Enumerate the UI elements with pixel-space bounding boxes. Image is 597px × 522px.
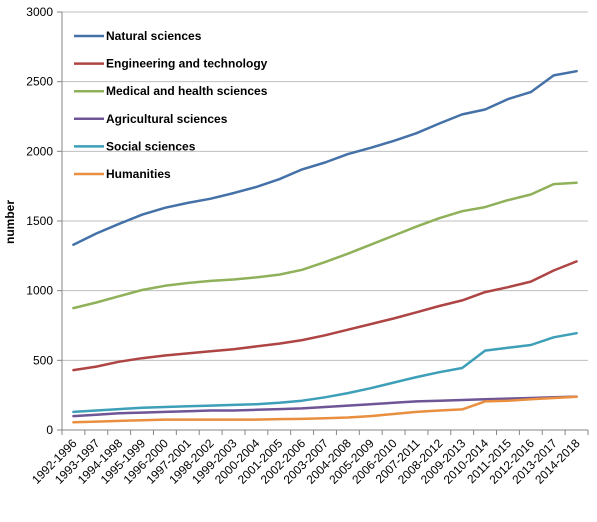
y-tick-label: 2000 [26, 144, 53, 158]
legend-label: Humanities [106, 167, 171, 181]
y-tick-label: 500 [33, 353, 53, 367]
series-line [72, 69, 578, 246]
y-tick-label: 0 [46, 423, 53, 437]
legend-label: Agricultural sciences [106, 112, 228, 126]
y-tick-label: 1000 [26, 284, 53, 298]
y-tick-label: 2500 [26, 75, 53, 89]
y-axis-ticks: 0 500 1000 1500 2000 2500 3000 [26, 5, 62, 437]
legend-label: Engineering and technology [106, 57, 268, 71]
series-line [72, 260, 578, 372]
legend-label: Social sciences [106, 139, 196, 153]
x-axis-ticks: 1992-19961993-19971994-19981995-19991996… [29, 430, 589, 487]
series-line [72, 395, 578, 418]
series-lines [72, 69, 578, 424]
y-tick-label: 3000 [26, 5, 53, 19]
series-line [72, 395, 578, 424]
legend: Natural sciences Engineering and technolo… [74, 29, 268, 181]
y-axis-label: number [3, 200, 17, 244]
legend-label: Medical and health sciences [106, 84, 268, 98]
series-line [72, 181, 578, 310]
gridlines [62, 11, 588, 431]
legend-label: Natural sciences [106, 29, 202, 43]
series-line [72, 331, 578, 414]
y-tick-label: 1500 [26, 214, 53, 228]
